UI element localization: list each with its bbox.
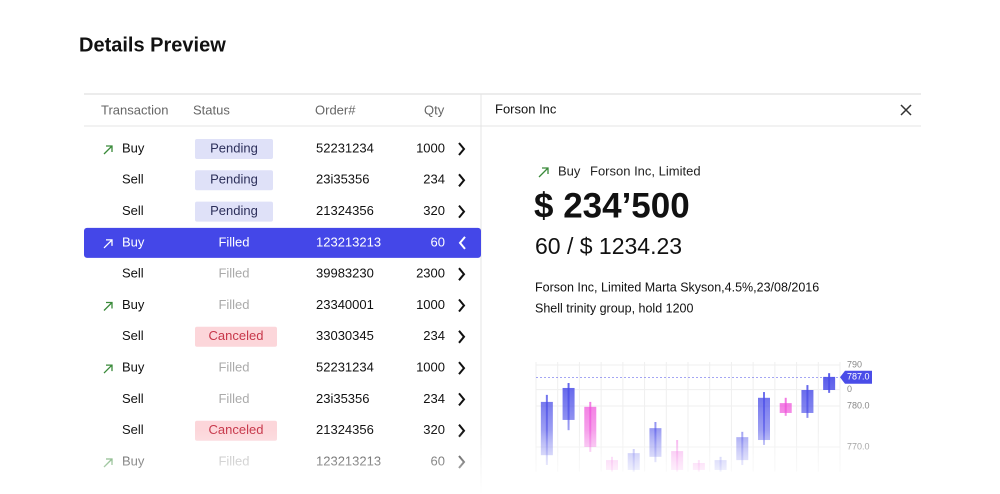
order-number: 123213213 <box>316 234 381 249</box>
column-header: Qty <box>424 102 445 117</box>
status: Filled <box>218 266 249 281</box>
chevron[interactable] <box>458 330 466 344</box>
order-number: 23i35356 <box>316 172 370 187</box>
order-number: 52231234 <box>316 360 374 375</box>
column-header: Status <box>193 102 230 117</box>
status: Filled <box>218 297 249 312</box>
buy-icon <box>103 301 113 311</box>
order-number: 52231234 <box>316 140 374 155</box>
status: Pending <box>210 203 258 218</box>
table-rows: Buy Pending 52231234 1000 Sell Pending 23i3535… <box>84 139 481 469</box>
quantity: 60 <box>431 234 445 249</box>
quantity: 234 <box>423 328 445 343</box>
current-price-tag <box>840 370 872 384</box>
quantity: 2300 <box>416 266 445 281</box>
y-tick-label: 790 <box>847 359 862 369</box>
detail-price: 60 / $ 1234.23 <box>535 233 682 259</box>
order-number: 21324356 <box>316 203 374 218</box>
chevron[interactable] <box>458 236 466 250</box>
y-tick-label: 0 <box>847 384 852 394</box>
transaction: Sell <box>122 266 144 281</box>
detail-title: Forson Inc <box>495 101 557 116</box>
status: Filled <box>218 360 249 375</box>
transaction: Buy <box>122 140 145 155</box>
detail-company: Forson Inc, Limited <box>590 163 701 178</box>
order-number: 23340001 <box>316 297 374 312</box>
transaction: Buy <box>122 297 145 312</box>
status-pill <box>195 139 273 159</box>
status-pill <box>195 201 273 222</box>
detail-amount: $ 234’500 <box>534 186 690 225</box>
quantity: 234 <box>423 391 445 406</box>
chevron[interactable] <box>458 204 466 219</box>
quantity: 1000 <box>416 297 445 312</box>
chevron[interactable] <box>458 267 466 281</box>
chevron[interactable] <box>458 173 466 187</box>
candle-body <box>758 397 770 441</box>
transaction: Buy <box>122 234 145 249</box>
quantity: 234 <box>423 172 445 187</box>
buy-icon <box>103 364 113 374</box>
quantity: 320 <box>423 203 445 218</box>
status-pill <box>195 170 273 191</box>
status: Filled <box>218 391 249 406</box>
quantity: 1000 <box>416 360 445 375</box>
candle-body <box>801 390 814 413</box>
transaction: Sell <box>122 203 144 218</box>
status: Canceled <box>209 328 264 343</box>
status-pill <box>195 326 277 347</box>
y-tick-label: 780.0 <box>847 400 870 410</box>
status: Pending <box>210 140 258 155</box>
candle-body <box>562 387 575 420</box>
transaction: Sell <box>122 328 144 343</box>
candle-body <box>779 403 792 413</box>
page-title: Details Preview <box>79 34 226 56</box>
chevron[interactable] <box>458 142 466 156</box>
status: Pending <box>210 172 258 187</box>
current-price-label: 787.0 <box>847 372 870 382</box>
column-header: Order# <box>315 102 356 117</box>
detail-description: Forson Inc, Limited Marta Skyson,4.5%,23… <box>535 280 819 294</box>
bottom-fade <box>0 430 1000 494</box>
quantity: 1000 <box>416 140 445 155</box>
order-number: 23i35356 <box>316 391 370 406</box>
detail-side: Buy <box>558 163 581 178</box>
buy-icon <box>103 145 113 155</box>
close-button[interactable] <box>900 104 912 116</box>
buy-icon <box>103 239 113 249</box>
detail-description: Shell trinity group, hold 1200 <box>535 301 693 315</box>
column-header: Transaction <box>101 102 168 117</box>
order-number: 33030345 <box>316 328 374 343</box>
candle-body <box>823 376 836 391</box>
transaction: Buy <box>122 360 145 375</box>
transaction: Sell <box>122 391 144 406</box>
chevron[interactable] <box>458 361 466 375</box>
selected-row <box>84 227 481 258</box>
chevron[interactable] <box>458 298 466 313</box>
order-number: 39983230 <box>316 266 374 281</box>
buy-icon <box>538 167 549 178</box>
chevron[interactable] <box>458 392 466 407</box>
transaction: Sell <box>122 172 144 187</box>
status: Filled <box>218 234 249 249</box>
